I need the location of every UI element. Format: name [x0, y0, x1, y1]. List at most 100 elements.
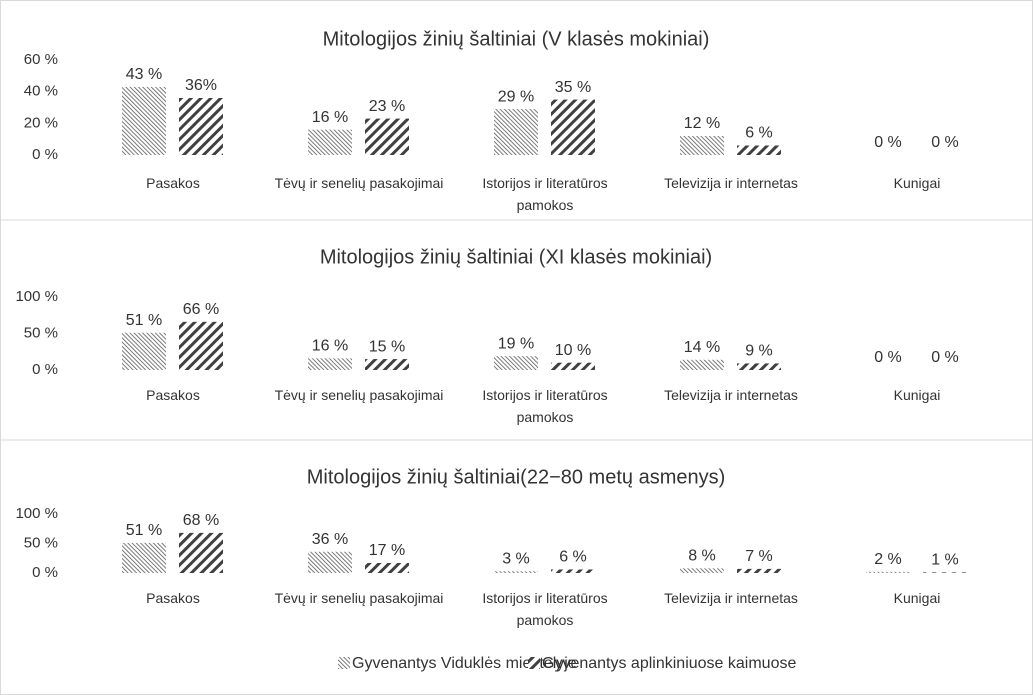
bar [737, 145, 781, 155]
bar [122, 332, 166, 370]
x-tick-label: Istorijos ir literatūros pamokos [482, 175, 608, 213]
value-label: 15 % [369, 338, 405, 355]
y-tick-label: 40 % [24, 83, 58, 100]
bar [179, 532, 223, 573]
y-tick-label: 100 % [15, 505, 58, 522]
bar [179, 98, 223, 155]
value-label: 36 % [312, 531, 348, 548]
value-label: 6 % [745, 125, 773, 142]
x-tick-label: Pasakos [146, 590, 200, 606]
bar [551, 362, 595, 370]
bar [365, 562, 409, 573]
x-tick-label-box: Pasakos [146, 590, 200, 606]
x-tick-label: Televizija ir internetas [664, 590, 798, 606]
y-tick-label: 0 % [32, 146, 58, 163]
value-label: 10 % [555, 342, 591, 359]
y-tick-label: 100 % [15, 288, 58, 305]
legend-swatch [338, 657, 350, 669]
x-tick-label-box: Televizija ir internetas [664, 590, 798, 606]
value-label: 51 % [126, 522, 162, 539]
x-tick-label: Pasakos [146, 387, 200, 403]
chart-title: Mitologijos žinių šaltiniai (V klasės mo… [323, 28, 710, 50]
bar [365, 118, 409, 155]
bar [179, 321, 223, 370]
bar [923, 572, 967, 573]
legend-label: Gyvenantys Viduklės miestelyje [352, 655, 577, 672]
value-label: 16 % [312, 109, 348, 126]
value-label: 0 % [931, 134, 959, 151]
value-label: 23 % [369, 98, 405, 115]
x-tick-label: Kunigai [893, 175, 941, 191]
value-label: 17 % [369, 542, 405, 559]
x-tick-label: Pasakos [146, 175, 200, 191]
bar [308, 358, 352, 370]
bar [122, 542, 166, 573]
x-tick-label: Tėvų ir senelių pasakojimai [274, 387, 444, 403]
x-tick-label-box: Televizija ir internetas [664, 175, 798, 191]
x-tick-label: Tėvų ir senelių pasakojimai [274, 590, 444, 606]
chart-title: Mitologijos žinių šaltiniai(22−80 metų a… [307, 466, 726, 488]
value-label: 0 % [931, 349, 959, 366]
bar [680, 359, 724, 370]
x-tick-label-box: Istorijos ir literatūros pamokos [482, 590, 608, 628]
bar [122, 86, 166, 155]
x-tick-label-box: Kunigai [893, 590, 941, 606]
x-tick-label: Kunigai [893, 387, 941, 403]
x-tick-label: Istorijos ir literatūros pamokos [482, 387, 608, 425]
y-tick-label: 0 % [32, 564, 58, 581]
value-label: 3 % [502, 550, 530, 567]
value-label: 2 % [874, 551, 902, 568]
x-tick-label-box: Tėvų ir senelių pasakojimai [274, 387, 444, 403]
value-label: 29 % [498, 88, 534, 105]
value-label: 16 % [312, 338, 348, 355]
value-label: 19 % [498, 335, 534, 352]
value-label: 36% [185, 77, 217, 94]
value-label: 12 % [684, 115, 720, 132]
x-tick-label-box: Pasakos [146, 175, 200, 191]
value-label: 14 % [684, 339, 720, 356]
x-tick-label-box: Televizija ir internetas [664, 387, 798, 403]
value-label: 0 % [874, 349, 902, 366]
value-label: 9 % [745, 343, 773, 360]
bar [494, 356, 538, 370]
bar [308, 129, 352, 155]
bar [866, 571, 910, 573]
bar [680, 568, 724, 573]
legend-swatch [528, 657, 540, 669]
value-label: 68 % [183, 512, 219, 529]
x-tick-label: Istorijos ir literatūros pamokos [482, 590, 608, 628]
chart-title: Mitologijos žinių šaltiniai (XI klasės m… [320, 246, 712, 268]
bar [551, 569, 595, 573]
x-tick-label-box: Istorijos ir literatūros pamokos [482, 175, 608, 213]
x-tick-label: Televizija ir internetas [664, 175, 798, 191]
bar [737, 363, 781, 370]
bar [494, 109, 538, 155]
y-tick-label: 60 % [24, 51, 58, 68]
bar [680, 136, 724, 155]
value-label: 1 % [931, 552, 959, 569]
x-tick-label: Kunigai [893, 590, 941, 606]
bar [737, 568, 781, 573]
bar [308, 551, 352, 573]
legend-label: Gyvenantys aplinkiniuose kaimuose [542, 655, 796, 672]
value-label: 51 % [126, 312, 162, 329]
bar [551, 99, 595, 155]
y-tick-label: 0 % [32, 361, 58, 378]
y-tick-label: 50 % [24, 534, 58, 551]
value-label: 8 % [688, 547, 716, 564]
bar [494, 571, 538, 573]
value-label: 7 % [745, 548, 773, 565]
value-label: 43 % [126, 66, 162, 83]
value-label: 35 % [555, 79, 591, 96]
x-tick-label: Tėvų ir senelių pasakojimai [274, 175, 444, 191]
value-label: 66 % [183, 301, 219, 318]
y-tick-label: 20 % [24, 114, 58, 131]
value-label: 6 % [559, 549, 587, 566]
x-tick-label-box: Tėvų ir senelių pasakojimai [274, 590, 444, 606]
value-label: 0 % [874, 134, 902, 151]
x-tick-label-box: Tėvų ir senelių pasakojimai [274, 175, 444, 191]
x-tick-label-box: Istorijos ir literatūros pamokos [482, 387, 608, 425]
x-tick-label-box: Kunigai [893, 175, 941, 191]
y-tick-label: 50 % [24, 324, 58, 341]
